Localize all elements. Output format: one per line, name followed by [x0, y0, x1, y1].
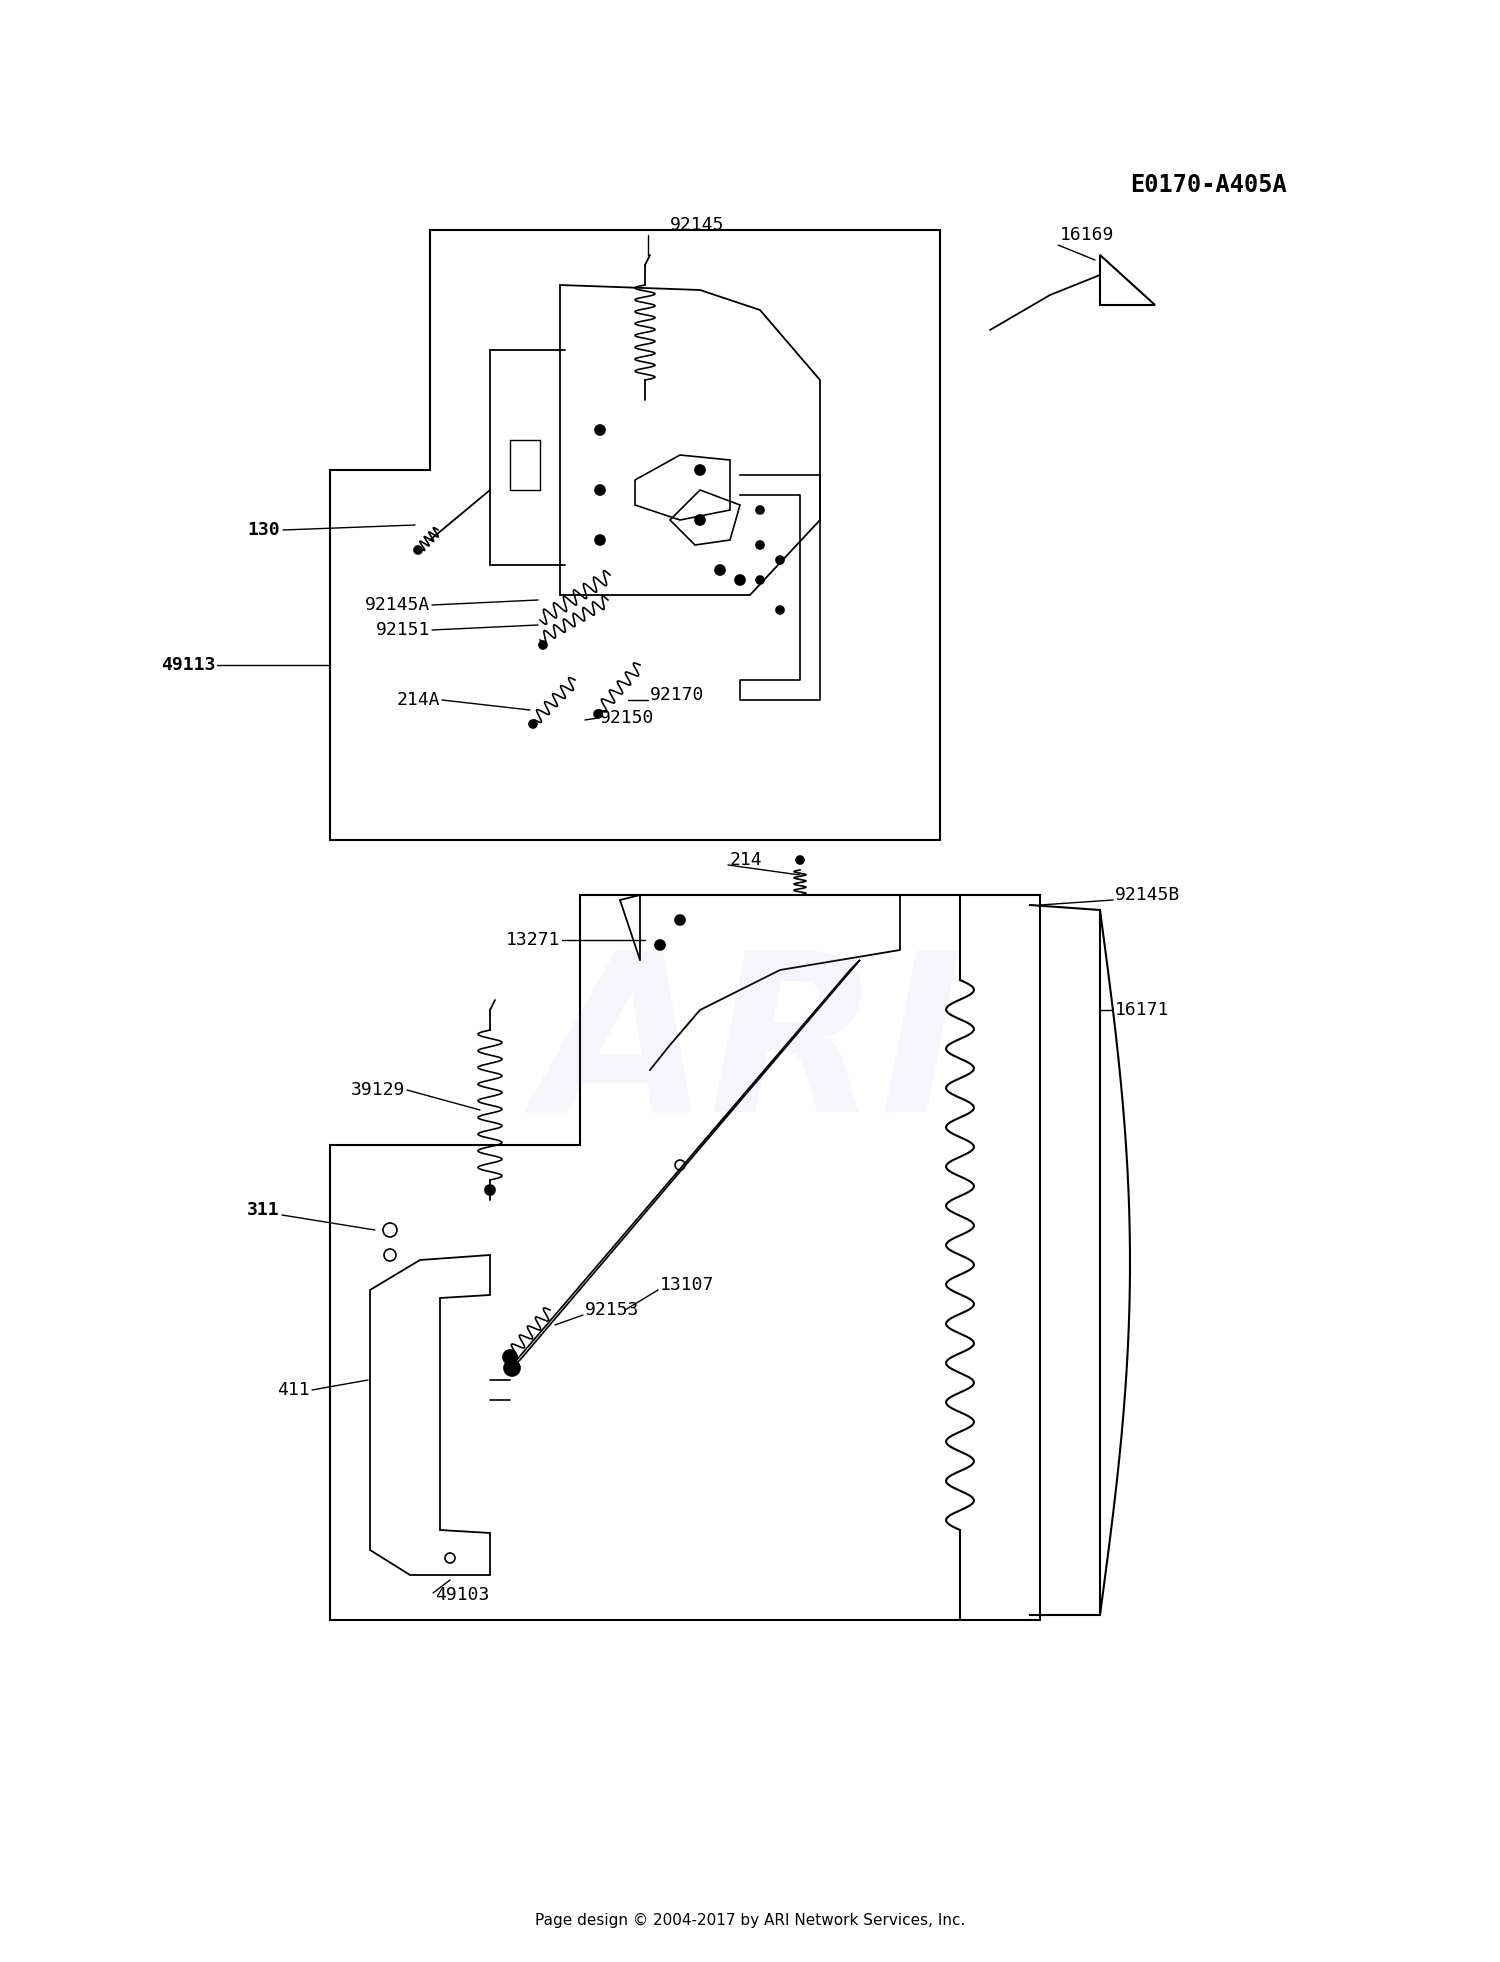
Circle shape — [530, 720, 537, 728]
Circle shape — [716, 565, 724, 575]
Circle shape — [596, 426, 604, 436]
Circle shape — [776, 606, 784, 614]
Text: Page design © 2004-2017 by ARI Network Services, Inc.: Page design © 2004-2017 by ARI Network S… — [536, 1913, 964, 1927]
Circle shape — [596, 536, 604, 545]
Text: 130: 130 — [248, 522, 280, 540]
Circle shape — [675, 914, 686, 924]
Text: 13271: 13271 — [506, 932, 560, 950]
Circle shape — [656, 940, 664, 950]
Text: 214: 214 — [730, 852, 762, 869]
Circle shape — [504, 1360, 520, 1375]
Polygon shape — [509, 959, 860, 1369]
Circle shape — [756, 542, 764, 549]
Circle shape — [594, 710, 602, 718]
Text: E0170-A405A: E0170-A405A — [1130, 173, 1287, 196]
Text: 16169: 16169 — [1060, 226, 1114, 243]
Text: ARI: ARI — [537, 944, 963, 1158]
Text: 16171: 16171 — [1114, 1001, 1170, 1018]
Text: 214A: 214A — [396, 691, 439, 708]
Circle shape — [414, 545, 422, 553]
Text: 92150: 92150 — [600, 708, 654, 728]
Circle shape — [735, 575, 746, 585]
Text: 92151: 92151 — [375, 622, 430, 640]
Text: 13107: 13107 — [660, 1275, 714, 1295]
Text: 92145A: 92145A — [364, 596, 430, 614]
Circle shape — [538, 642, 548, 649]
Text: 39129: 39129 — [351, 1081, 405, 1099]
Circle shape — [776, 555, 784, 563]
Text: 49113: 49113 — [160, 655, 214, 675]
Circle shape — [503, 1350, 518, 1364]
Text: 49103: 49103 — [435, 1585, 489, 1605]
Circle shape — [796, 855, 804, 863]
Text: 411: 411 — [278, 1381, 310, 1399]
Circle shape — [596, 485, 604, 494]
Text: 311: 311 — [248, 1201, 280, 1218]
Text: 92145B: 92145B — [1114, 887, 1180, 904]
Text: 92153: 92153 — [585, 1301, 639, 1318]
Circle shape — [484, 1185, 495, 1195]
Circle shape — [694, 465, 705, 475]
Circle shape — [694, 514, 705, 526]
Text: 92170: 92170 — [650, 687, 705, 704]
Text: 92145: 92145 — [670, 216, 724, 233]
Circle shape — [756, 577, 764, 585]
Circle shape — [756, 506, 764, 514]
